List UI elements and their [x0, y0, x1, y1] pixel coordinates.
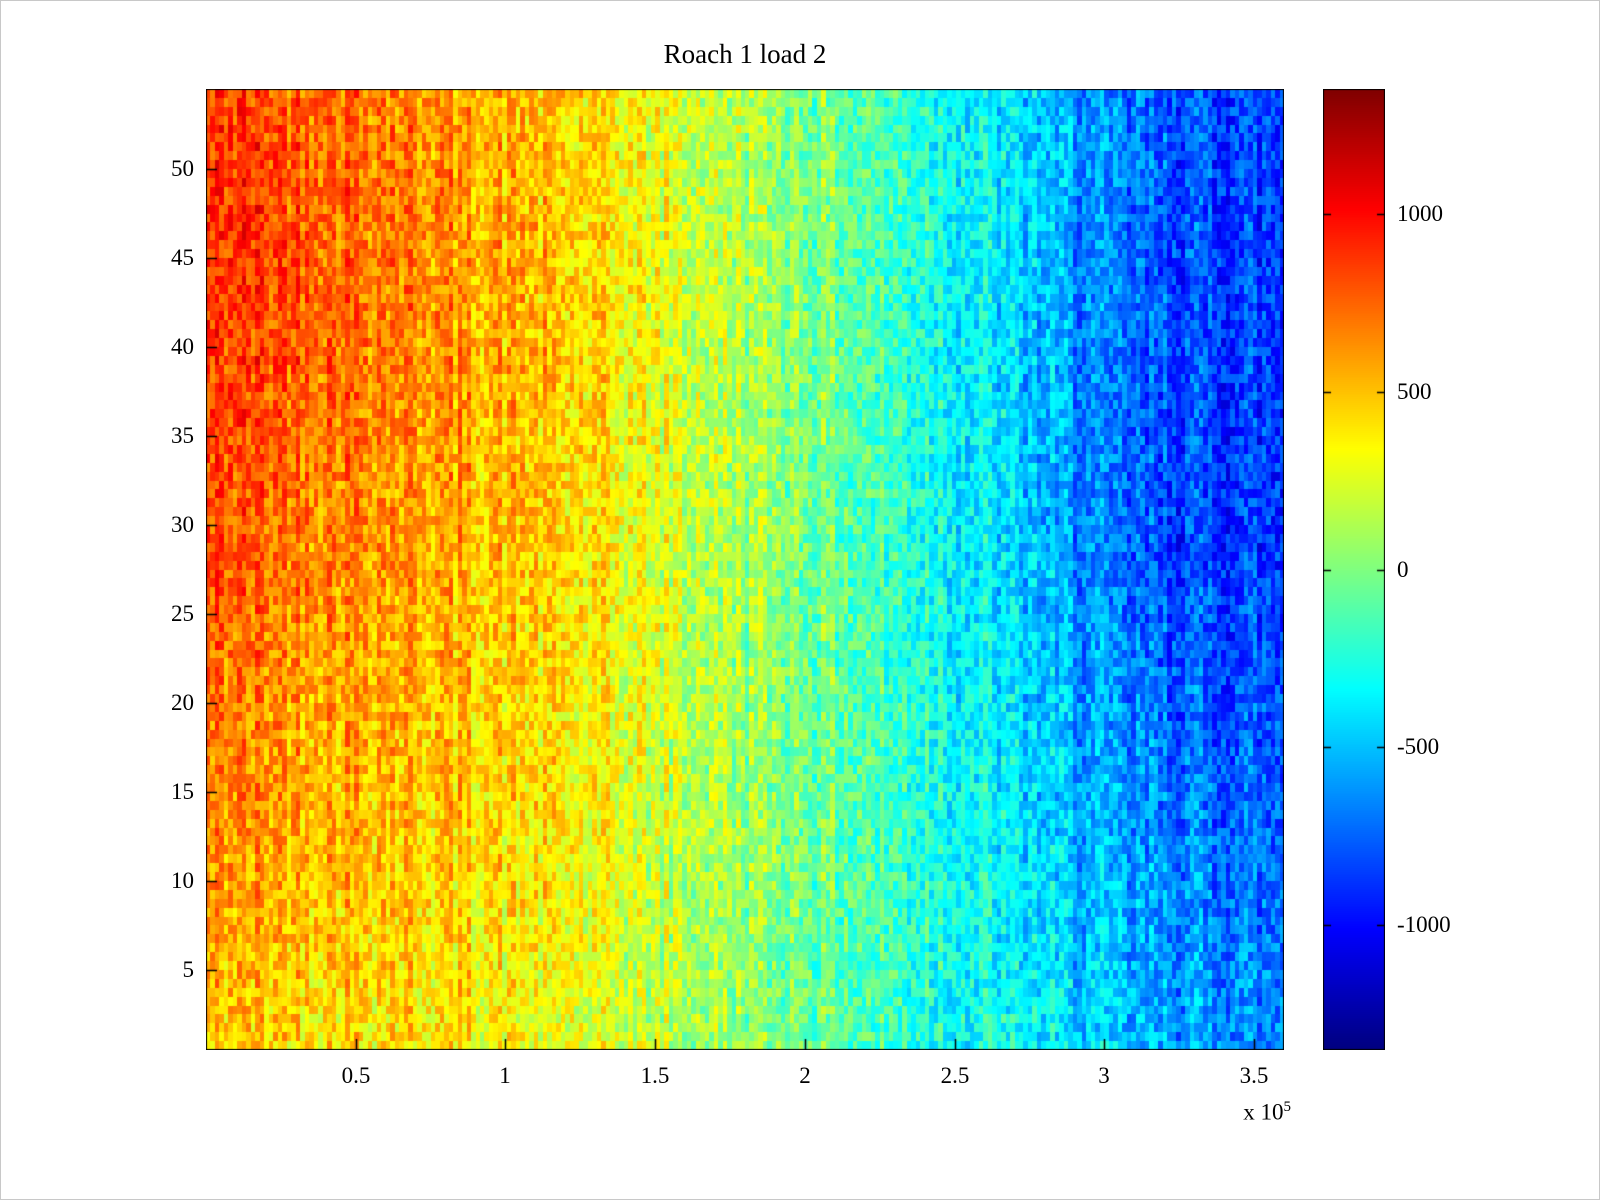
y-tick-label: 15 [171, 779, 194, 804]
y-tick-label: 40 [171, 334, 194, 359]
y-tick-label: 50 [171, 156, 194, 181]
colorbar-tick-label: -1000 [1397, 912, 1451, 937]
x-tick-label: 3 [1098, 1063, 1110, 1088]
colorbar-canvas [1323, 89, 1385, 1050]
x-axis-exponent-value: 5 [1283, 1099, 1292, 1115]
colorbar-tick-label: 0 [1397, 557, 1409, 582]
x-tick-label: 0.5 [341, 1063, 371, 1088]
x-tick-label: 2 [799, 1063, 811, 1088]
y-tick-label: 25 [171, 601, 194, 626]
colorbar-tick-label: 1000 [1397, 201, 1443, 226]
x-axis-exponent-label: x 105 [1151, 1099, 1291, 1126]
colorbar-tick-label: -500 [1397, 734, 1440, 759]
y-tick-label: 20 [171, 690, 194, 715]
x-tick-label: 2.5 [940, 1063, 970, 1088]
y-tick-label: 10 [171, 868, 194, 893]
colorbar-tick-label: 500 [1397, 379, 1432, 404]
x-axis-exponent-prefix: x 10 [1243, 1099, 1284, 1125]
heatmap-canvas [206, 89, 1284, 1050]
x-tick-label: 1.5 [640, 1063, 670, 1088]
y-tick-label: 45 [171, 245, 194, 270]
y-tick-label: 30 [171, 512, 194, 537]
x-tick-label: 3.5 [1239, 1063, 1269, 1088]
x-tick-label: 1 [499, 1063, 511, 1088]
y-tick-label: 35 [171, 423, 194, 448]
y-tick-label: 5 [182, 957, 195, 982]
chart-title: Roach 1 load 2 [663, 39, 827, 69]
